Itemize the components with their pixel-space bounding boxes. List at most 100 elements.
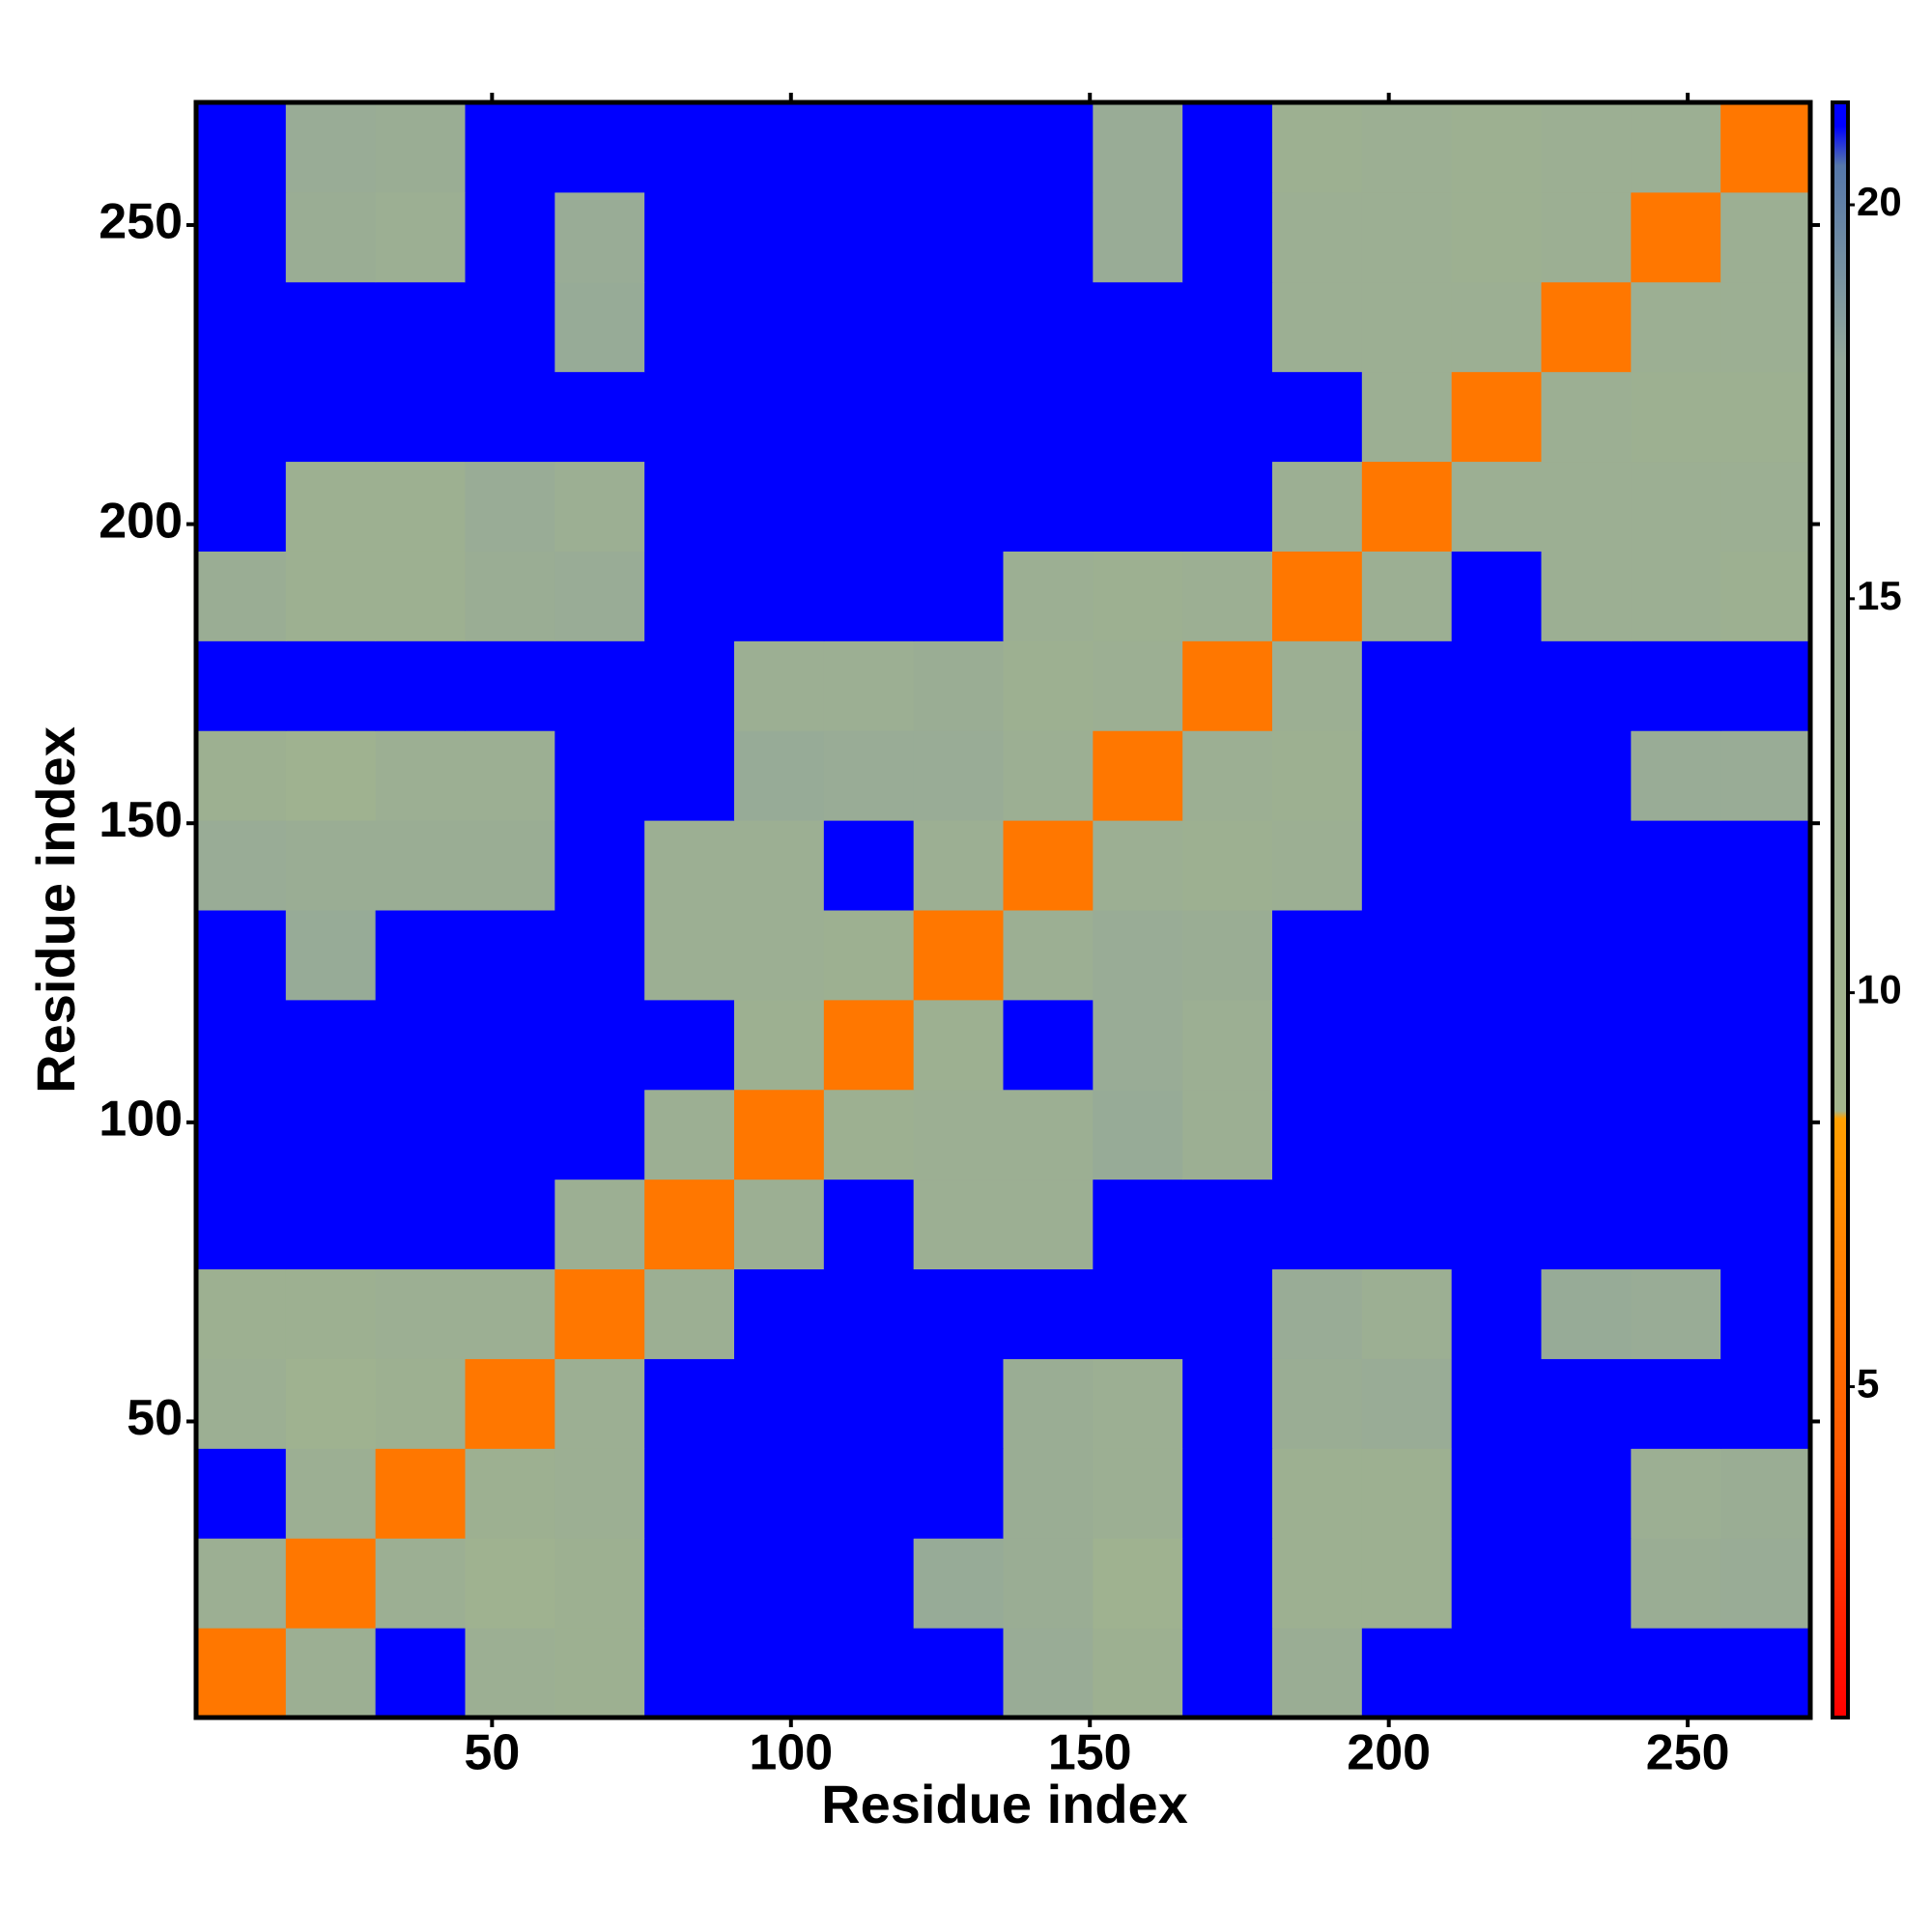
heat-cell <box>734 1538 825 1629</box>
heat-cell <box>196 910 287 1001</box>
heat-cell <box>1272 1628 1363 1718</box>
heat-cell <box>644 191 735 283</box>
heat-cell <box>1272 102 1363 193</box>
heat-cell <box>196 730 287 821</box>
heat-cell <box>1182 1089 1273 1180</box>
heat-cell <box>913 1089 1004 1180</box>
heat-cell <box>375 1538 466 1629</box>
heat-cell <box>734 371 825 463</box>
heat-cell <box>1451 102 1542 193</box>
heat-cell <box>823 551 915 641</box>
heat-cell <box>1272 371 1363 463</box>
heat-cell <box>1272 551 1363 641</box>
heat-cell <box>1361 191 1453 283</box>
heat-cell <box>1541 1089 1632 1180</box>
heat-cell <box>196 999 287 1091</box>
heat-cell <box>196 281 287 373</box>
heat-cell <box>1451 640 1542 731</box>
heat-cell <box>465 1089 555 1180</box>
heat-cell <box>823 461 915 552</box>
heat-cell <box>913 191 1004 283</box>
heat-cell <box>375 191 466 283</box>
heat-cell <box>823 281 915 373</box>
heat-cell <box>1361 1628 1453 1718</box>
y-tick-label: 150 <box>99 792 183 848</box>
heat-cell <box>1631 1179 1721 1270</box>
heat-cell <box>823 1268 915 1359</box>
heat-cell <box>1272 730 1363 821</box>
heat-cell <box>375 1628 466 1718</box>
heat-cell <box>1720 191 1810 283</box>
heat-cell <box>1451 1089 1542 1180</box>
heat-cell <box>285 551 377 641</box>
heat-cell <box>1272 640 1363 731</box>
heat-cell <box>465 820 555 911</box>
heat-cell <box>1451 1179 1542 1270</box>
heat-cell <box>554 1448 645 1539</box>
heat-cell <box>734 640 825 731</box>
heat-cell <box>913 910 1004 1001</box>
heat-cell <box>1451 1538 1542 1629</box>
heat-cell <box>285 910 377 1001</box>
heat-cell <box>644 1538 735 1629</box>
heat-cell <box>375 1358 466 1449</box>
y-tick-label: 200 <box>99 493 183 549</box>
heat-cell <box>1451 1448 1542 1539</box>
heat-cell <box>734 281 825 373</box>
heat-cell <box>1631 1358 1721 1449</box>
heat-cell <box>913 371 1004 463</box>
heat-cell <box>1182 730 1273 821</box>
colorbar-tick-label: 5 <box>1857 1361 1879 1406</box>
colorbar-tick-label: 10 <box>1857 967 1902 1012</box>
heat-cell <box>1631 640 1721 731</box>
heat-cell <box>823 640 915 731</box>
heat-cell <box>1003 640 1094 731</box>
heat-cell <box>913 1358 1004 1449</box>
heat-cell <box>1631 371 1721 463</box>
heat-cell <box>734 1448 825 1539</box>
heat-cell <box>465 371 555 463</box>
heat-cell <box>1272 999 1363 1091</box>
heat-cell <box>1272 461 1363 552</box>
heat-cell <box>913 102 1004 193</box>
heat-cell <box>285 1089 377 1180</box>
heat-cell <box>1541 371 1632 463</box>
heat-cell <box>554 1628 645 1718</box>
heat-cell <box>1003 1179 1094 1270</box>
y-tick-label: 50 <box>127 1390 183 1446</box>
heat-cell <box>644 1268 735 1359</box>
heat-cell <box>196 1268 287 1359</box>
heat-cell <box>823 1538 915 1629</box>
heat-cell <box>375 102 466 193</box>
heat-cell <box>554 640 645 731</box>
heat-cell <box>913 1179 1004 1270</box>
heat-cell <box>1003 1538 1094 1629</box>
heat-cell <box>1003 910 1094 1001</box>
heat-cell <box>1720 910 1810 1001</box>
heat-cell <box>285 1628 377 1718</box>
heat-cell <box>1182 1628 1273 1718</box>
heat-cell <box>734 1628 825 1718</box>
heat-cell <box>196 551 287 641</box>
heat-cell <box>1182 1179 1273 1270</box>
heat-cell <box>196 1628 287 1718</box>
heat-cell <box>644 910 735 1001</box>
heat-cell <box>1361 640 1453 731</box>
heat-cell <box>465 1538 555 1629</box>
heat-cell <box>1361 102 1453 193</box>
heat-cell <box>1182 281 1273 373</box>
heat-cell <box>1361 1538 1453 1629</box>
heat-cell <box>1182 102 1273 193</box>
heat-cell <box>1182 551 1273 641</box>
heat-cell <box>734 461 825 552</box>
heat-cell <box>1720 1448 1810 1539</box>
heat-cell <box>554 102 645 193</box>
heat-cell <box>465 461 555 552</box>
heat-cell <box>1272 1179 1363 1270</box>
heat-cell <box>1720 1358 1810 1449</box>
heat-cell <box>1093 371 1183 463</box>
heat-cell <box>375 1089 466 1180</box>
heat-cell <box>465 730 555 821</box>
heat-cell <box>734 1268 825 1359</box>
heat-cell <box>1631 910 1721 1001</box>
